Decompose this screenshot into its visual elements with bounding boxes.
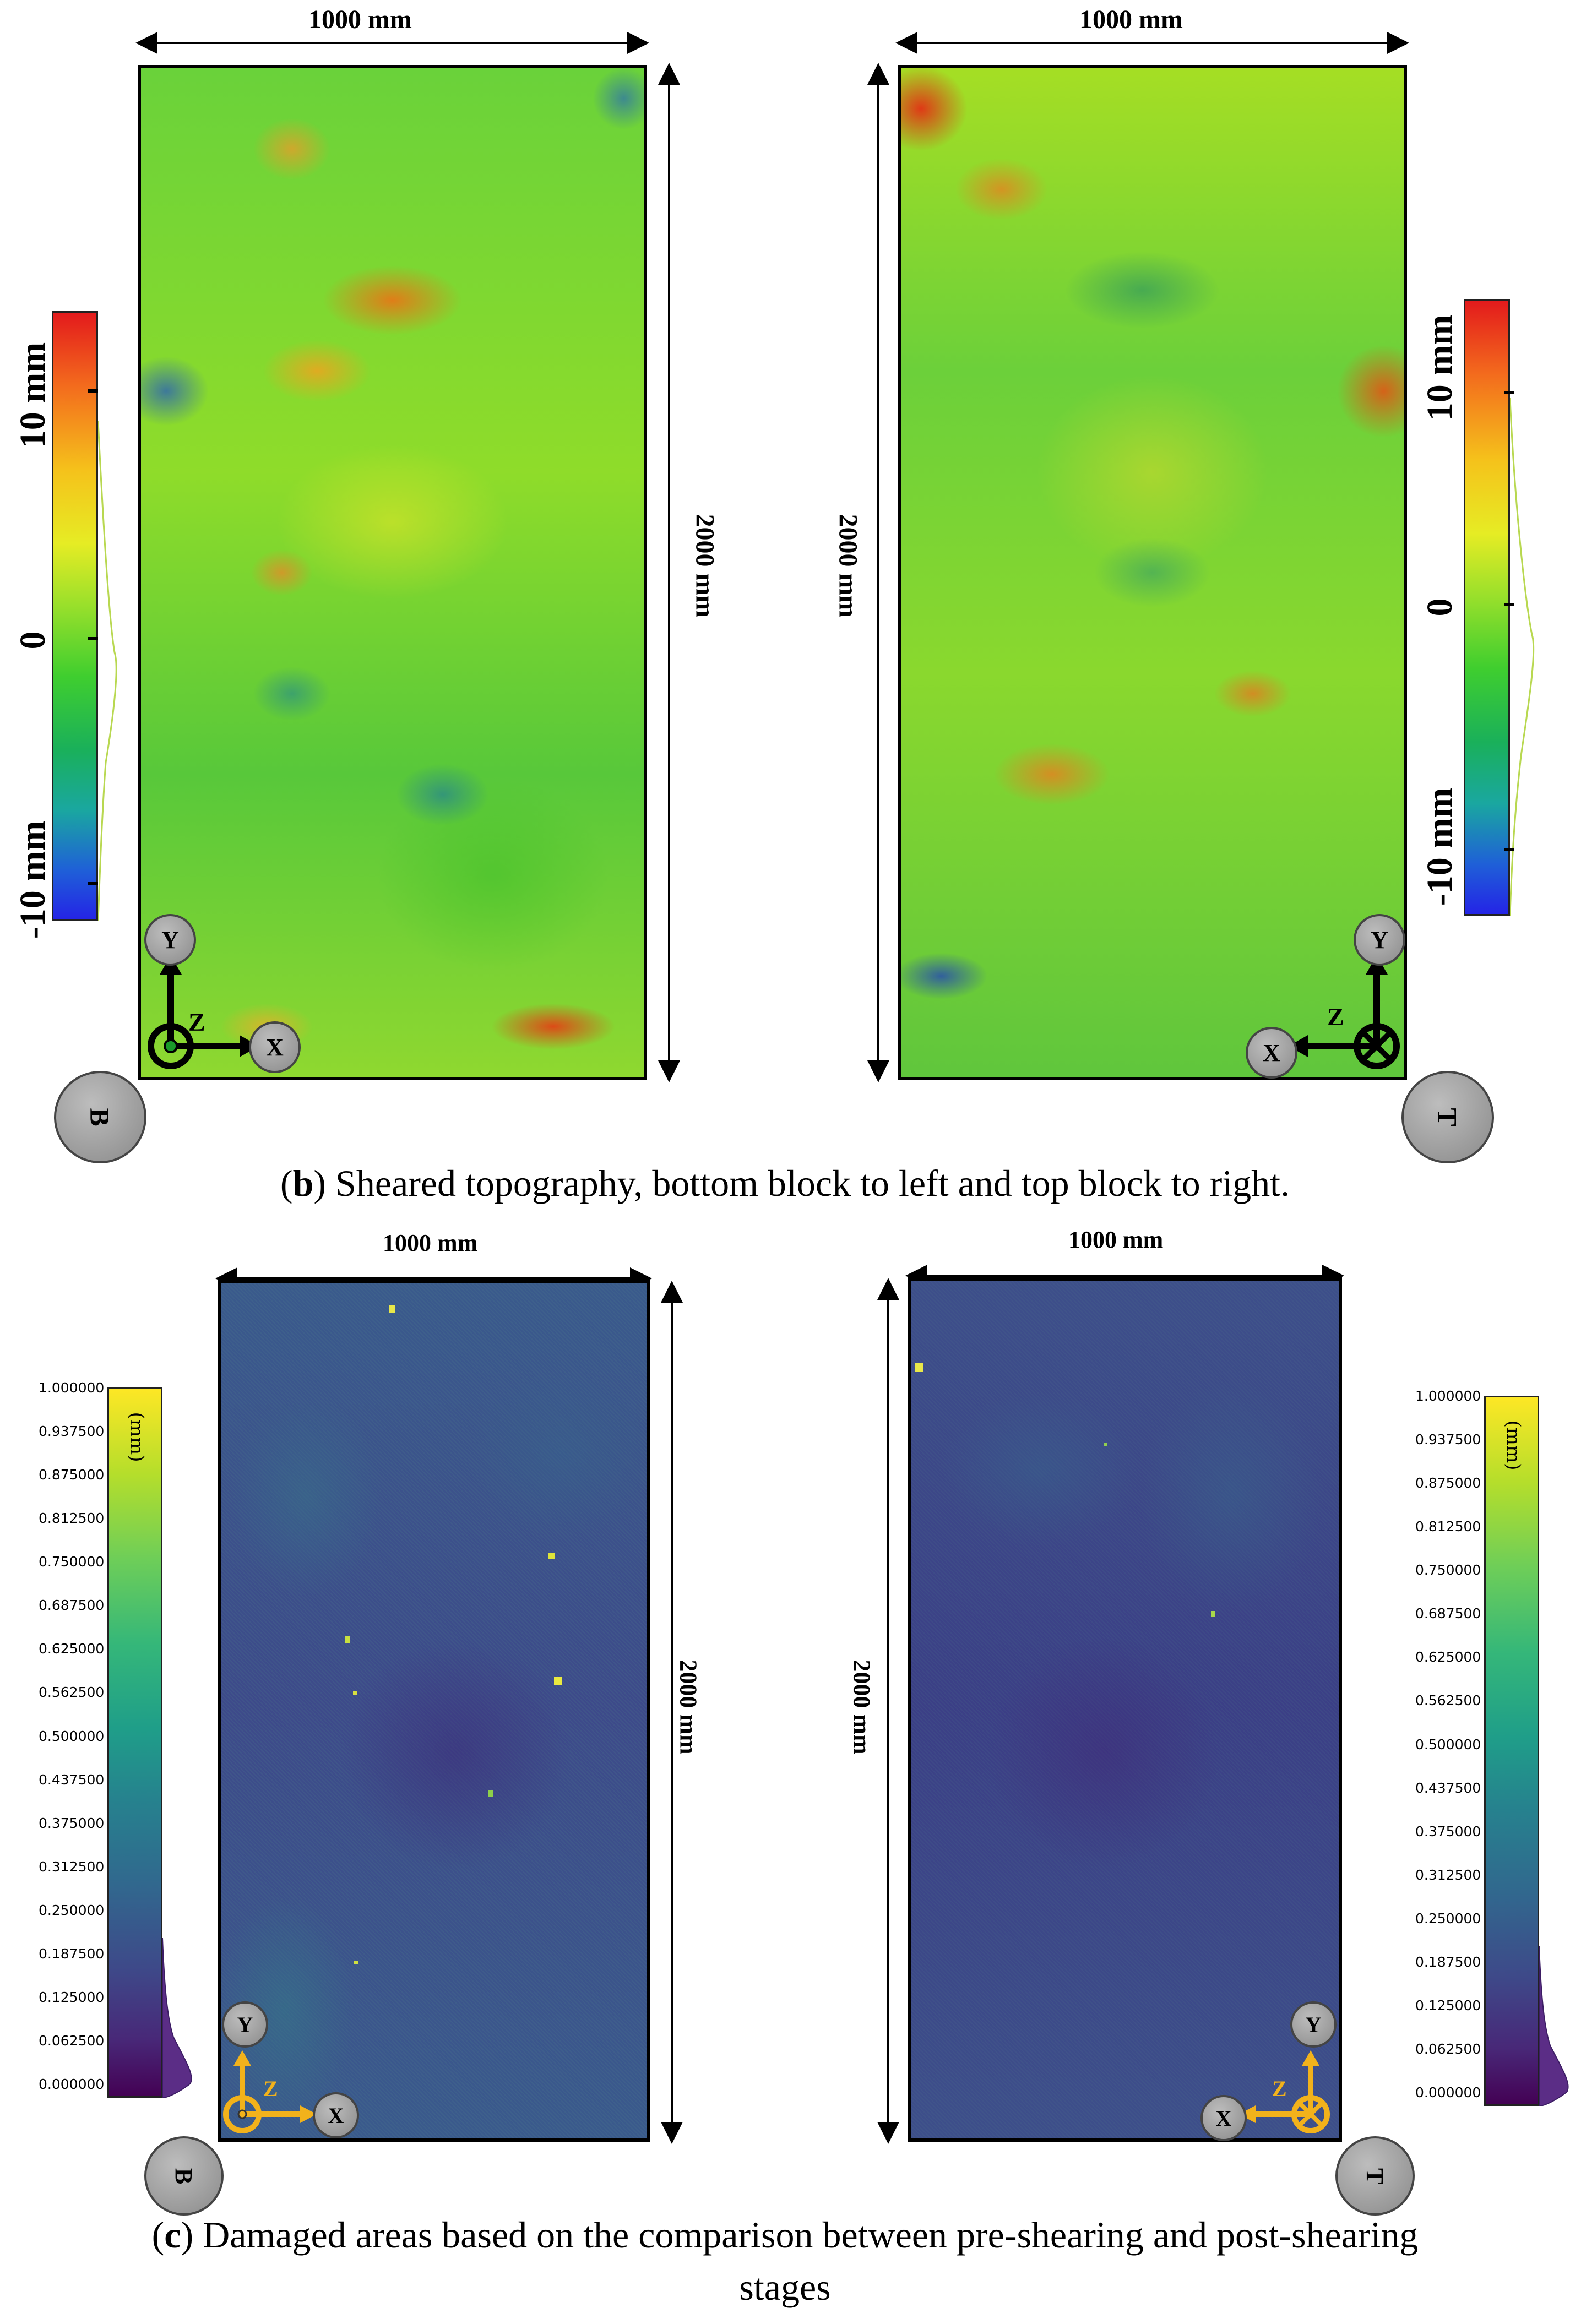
colorbar-tick-label: 0.187500 (39, 1945, 105, 1962)
damage-spot (1104, 1443, 1107, 1446)
colorbar-tick-label: 0.187500 (1415, 1953, 1481, 1970)
b-right-x-axis-badge: X (1246, 1027, 1297, 1079)
b-left-colorbar-bottom-label: -10 mm (13, 820, 53, 939)
colorbar-tick-label: 0.125000 (39, 1989, 105, 2005)
colorbar-tick-label: 0.500000 (1415, 1736, 1481, 1752)
b-left-topography-map (138, 65, 647, 1080)
c-right-axis-triad (1239, 2050, 1330, 2133)
c-left-z-axis-label: Z (263, 2076, 278, 2101)
c-right-height-label: 2000 mm (848, 1659, 876, 1755)
damage-spot (1211, 1611, 1215, 1617)
c-left-damage-map (218, 1280, 650, 2142)
c-right-y-axis-badge: Y (1290, 2001, 1337, 2048)
b-right-z-axis-label: Z (1327, 1003, 1344, 1031)
b-right-y-axis-badge: Y (1354, 914, 1405, 966)
b-left-block-badge: B (54, 1071, 146, 1163)
b-left-height-label: 2000 mm (690, 514, 720, 618)
colorbar-tick-label: 0.062500 (1415, 2040, 1481, 2057)
damage-spot (354, 1961, 358, 1964)
damage-spot (554, 1677, 562, 1685)
colorbar-tick-label: 0.625000 (39, 1641, 105, 1657)
panel-c-dimension-lines (215, 1265, 1344, 2144)
c-right-width-label: 1000 mm (1068, 1226, 1164, 1253)
colorbar-tick-label: 0.250000 (39, 1902, 105, 1918)
c-right-damage-map (908, 1277, 1342, 2142)
b-left-width-label: 1000 mm (308, 5, 412, 34)
c-right-colorbar-histogram (1539, 1946, 1569, 2106)
c-right-colorbar-unit: (mm) (1502, 1420, 1524, 1471)
c-left-x-axis-badge: X (313, 2092, 359, 2138)
b-right-colorbar-histogram (1510, 398, 1535, 916)
b-right-colorbar-top-label: 10 mm (1420, 314, 1460, 421)
colorbar-tick-label: 0.687500 (1415, 1605, 1481, 1622)
b-right-height-label: 2000 mm (833, 514, 863, 618)
c-left-colorbar-histogram (162, 1937, 192, 2098)
c-left-y-axis-badge: Y (222, 2001, 268, 2048)
b-left-x-axis-badge: X (249, 1021, 301, 1073)
b-right-colorbar-ticks (1504, 391, 1514, 851)
damage-spot (548, 1553, 555, 1559)
b-right-topography-map (898, 65, 1407, 1080)
b-right-colorbar-bottom-label: -10 mm (1420, 787, 1460, 906)
colorbar-tick-label: 0.687500 (39, 1597, 105, 1614)
colorbar-tick-label: 0.250000 (1415, 1910, 1481, 1926)
b-right-colorbar (1464, 299, 1510, 916)
c-left-block-badge: B (144, 2136, 224, 2216)
colorbar-tick-label: 0.875000 (39, 1467, 105, 1483)
colorbar-tick-label: 1.000000 (1415, 1388, 1481, 1404)
colorbar-tick-label: 0.562500 (1415, 1692, 1481, 1709)
damage-spot (389, 1305, 395, 1313)
c-left-colorbar-unit: (mm) (126, 1412, 148, 1462)
b-right-colorbar-mid-label: 0 (1420, 598, 1460, 617)
c-caption-line1: (c) Damaged areas based on the compariso… (151, 2214, 1419, 2256)
panel-b-dimension-lines (135, 32, 1409, 1082)
b-left-colorbar-mid-label: 0 (13, 631, 53, 650)
b-left-colorbar-histogram (98, 421, 117, 921)
c-left-colorbar (107, 1387, 162, 2098)
colorbar-tick-label: 0.812500 (39, 1510, 105, 1527)
damage-spot (488, 1790, 493, 1797)
colorbar-tick-label: 0.812500 (1415, 1519, 1481, 1535)
colorbar-tick-label: 0.000000 (1415, 2084, 1481, 2100)
damage-spot (353, 1691, 357, 1695)
colorbar-tick-label: 0.062500 (39, 2032, 105, 2049)
colorbar-tick-label: 0.937500 (39, 1423, 105, 1440)
b-left-colorbar-top-label: 10 mm (13, 342, 53, 449)
c-right-x-axis-badge: X (1200, 2095, 1247, 2141)
c-right-colorbar (1484, 1396, 1539, 2106)
b-right-block-badge: T (1401, 1071, 1494, 1163)
colorbar-tick-label: 0.750000 (39, 1554, 105, 1570)
colorbar-tick-label: 0.437500 (1415, 1779, 1481, 1796)
b-left-colorbar (52, 311, 98, 921)
b-right-width-label: 1000 mm (1079, 5, 1183, 34)
c-left-axis-triad (223, 2050, 317, 2133)
colorbar-tick-label: 0.625000 (1415, 1649, 1481, 1666)
colorbar-tick-label: 0.312500 (39, 1858, 105, 1875)
c-right-block-badge: T (1335, 2136, 1415, 2216)
colorbar-tick-label: 0.312500 (1415, 1866, 1481, 1883)
c-caption-line2: stages (739, 2266, 831, 2308)
colorbar-tick-label: 0.750000 (1415, 1562, 1481, 1579)
colorbar-tick-label: 0.375000 (1415, 1823, 1481, 1839)
b-left-z-axis-label: Z (188, 1008, 205, 1036)
damage-spot (915, 1363, 923, 1372)
b-left-colorbar-ticks (88, 389, 98, 885)
damage-spot (345, 1636, 350, 1643)
colorbar-tick-label: 0.937500 (1415, 1432, 1481, 1448)
colorbar-tick-label: 0.000000 (39, 2076, 105, 2092)
c-left-height-label: 2000 mm (675, 1659, 702, 1755)
b-caption: (b) Sheared topography, bottom block to … (280, 1162, 1290, 1204)
colorbar-tick-label: 0.562500 (39, 1684, 105, 1701)
colorbar-tick-label: 0.125000 (1415, 1997, 1481, 2013)
c-left-width-label: 1000 mm (383, 1229, 478, 1256)
c-right-z-axis-label: Z (1272, 2076, 1287, 2101)
colorbar-tick-label: 0.437500 (39, 1771, 105, 1788)
colorbar-tick-label: 0.375000 (39, 1815, 105, 1831)
colorbar-tick-label: 1.000000 (39, 1380, 105, 1396)
colorbar-tick-label: 0.500000 (39, 1728, 105, 1744)
colorbar-tick-label: 0.875000 (1415, 1475, 1481, 1492)
b-left-y-axis-badge: Y (144, 914, 196, 966)
